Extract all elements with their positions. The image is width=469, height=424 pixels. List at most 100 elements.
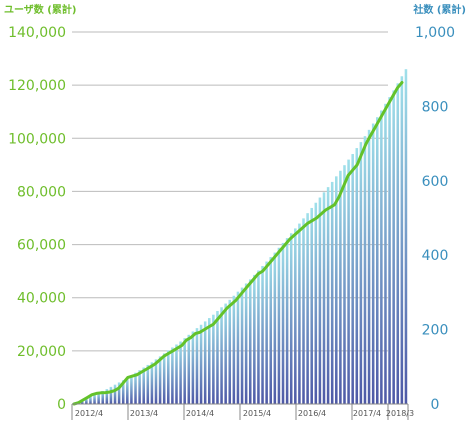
- company-bar: [175, 344, 178, 404]
- company-bars: [72, 69, 408, 405]
- right-tick-label: 600: [422, 174, 449, 190]
- company-bar: [310, 207, 313, 404]
- company-bar: [253, 274, 256, 404]
- right-tick-label: 200: [422, 323, 449, 339]
- company-bar: [187, 334, 191, 404]
- company-bar: [347, 159, 350, 404]
- company-bar: [97, 392, 100, 404]
- company-bar: [339, 170, 342, 404]
- company-bar: [285, 238, 289, 404]
- company-bar: [191, 331, 195, 404]
- company-bar: [335, 176, 338, 404]
- company-bar: [326, 187, 330, 404]
- company-bar: [363, 136, 367, 404]
- right-tick-label: 800: [422, 99, 449, 115]
- left-tick-label: 20,000: [17, 344, 66, 360]
- company-bar: [167, 350, 170, 404]
- company-bar: [244, 283, 248, 404]
- company-bar: [294, 228, 297, 404]
- right-tick-label: 400: [422, 248, 449, 264]
- company-bar: [232, 295, 236, 404]
- company-bar: [199, 324, 203, 404]
- company-bar: [318, 197, 322, 404]
- company-bar: [392, 90, 395, 405]
- left-tick-label: 140,000: [8, 25, 66, 41]
- left-tick-label: 80,000: [17, 184, 66, 200]
- company-bar: [228, 299, 232, 404]
- company-bar: [384, 103, 387, 405]
- company-bar: [236, 291, 240, 404]
- grid-lines: [72, 31, 388, 352]
- company-bar: [93, 394, 96, 404]
- company-bar: [85, 398, 88, 404]
- company-bar: [101, 390, 105, 404]
- company-bar: [302, 218, 305, 404]
- left-axis-title: ユーザ数 (累計): [4, 3, 76, 16]
- company-bar: [207, 318, 211, 404]
- company-bar: [89, 396, 92, 404]
- company-bar: [269, 257, 273, 404]
- company-bar: [351, 154, 354, 404]
- company-bar: [261, 265, 264, 404]
- x-tick-label: 2017/4: [353, 409, 381, 418]
- company-bar: [404, 69, 408, 404]
- company-bar: [273, 252, 277, 404]
- company-bar: [179, 341, 182, 404]
- company-bar: [298, 223, 301, 404]
- right-axis-ticks: 0 200 400 600 800 1,000: [415, 25, 455, 413]
- company-bar: [158, 356, 162, 404]
- company-bar: [380, 110, 383, 404]
- x-axis: 2012/4 2013/4 2014/4 2015/4 2016/4 2017/4 2018…: [71, 403, 414, 420]
- company-bar: [322, 192, 326, 404]
- right-tick-label: 1,000: [415, 25, 455, 41]
- company-bar: [371, 123, 375, 405]
- left-tick-label: 120,000: [8, 78, 66, 94]
- company-bar: [113, 384, 117, 404]
- x-tick-label: 2013/4: [130, 409, 158, 418]
- company-bar: [220, 307, 223, 404]
- company-bar: [203, 321, 207, 404]
- company-bar: [400, 76, 404, 404]
- company-bar: [359, 142, 363, 404]
- company-bar: [109, 386, 113, 404]
- company-bar: [265, 261, 268, 404]
- company-bar: [240, 287, 244, 404]
- x-tick-label: 2012/4: [75, 409, 103, 418]
- user-line: [72, 81, 404, 406]
- company-bar: [277, 247, 281, 404]
- company-bar: [105, 389, 109, 404]
- company-bar: [343, 165, 346, 404]
- company-bar: [138, 370, 141, 404]
- x-tick-label: 2014/4: [186, 409, 214, 418]
- company-bar: [367, 129, 371, 404]
- company-bar: [396, 83, 400, 404]
- company-bar: [154, 359, 158, 404]
- right-tick-label: 0: [431, 397, 440, 413]
- company-bar: [183, 338, 186, 404]
- company-bar: [248, 279, 252, 404]
- company-bar: [117, 382, 121, 404]
- company-bar: [388, 97, 391, 404]
- left-tick-label: 40,000: [17, 291, 66, 307]
- company-bar: [130, 375, 133, 404]
- user-line-layer: [72, 81, 404, 406]
- company-bar: [314, 202, 318, 404]
- x-tick-label: 2018/3: [386, 409, 414, 418]
- company-bar: [171, 347, 174, 404]
- company-bar: [355, 148, 359, 404]
- company-bar: [150, 362, 154, 404]
- company-bar: [306, 213, 309, 404]
- company-bar: [216, 311, 219, 404]
- right-axis-title: 社数 (累計): [412, 3, 466, 16]
- company-bar: [126, 377, 129, 404]
- company-bar: [146, 364, 150, 404]
- company-bar: [142, 367, 145, 404]
- company-bar: [212, 314, 215, 404]
- company-bar: [375, 117, 379, 405]
- company-bar: [162, 353, 166, 404]
- company-bar: [330, 181, 334, 404]
- company-bar: [289, 233, 293, 404]
- company-bar: [134, 372, 137, 404]
- company-bar: [195, 328, 199, 404]
